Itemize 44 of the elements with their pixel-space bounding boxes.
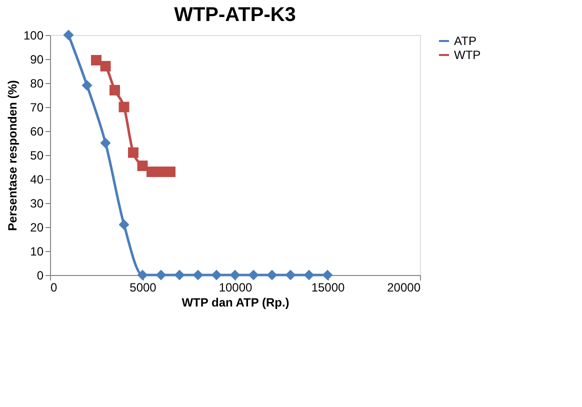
point <box>174 270 185 280</box>
point <box>137 160 148 172</box>
y-tick-label: 100 <box>23 28 44 42</box>
point <box>100 138 111 148</box>
point <box>100 60 111 72</box>
y-axis-title: Persentase responden (%) <box>5 80 20 231</box>
point <box>248 270 259 280</box>
y-tick-label: 70 <box>30 100 44 114</box>
point <box>128 147 138 158</box>
y-tick-label: 40 <box>30 172 44 186</box>
y-tick-label: 80 <box>30 76 44 90</box>
point <box>91 54 102 66</box>
y-tick-label: 60 <box>30 124 44 138</box>
y-tick-label: 90 <box>30 52 44 66</box>
point <box>82 80 92 91</box>
point <box>322 270 333 280</box>
x-tick-label: 10000 <box>218 280 253 294</box>
point <box>118 102 130 112</box>
x-tick-label: 20000 <box>387 280 421 294</box>
legend-label: WTP <box>454 48 481 62</box>
x-tick-label: 5000 <box>130 280 157 294</box>
y-tick-label: 30 <box>30 196 44 210</box>
chart-title: WTP-ATP-K3 <box>174 4 296 26</box>
point <box>304 270 314 280</box>
point <box>192 270 204 280</box>
point <box>146 166 157 178</box>
point <box>156 270 166 280</box>
point <box>230 270 240 280</box>
point <box>211 270 222 280</box>
point <box>110 84 120 96</box>
point <box>63 30 74 40</box>
y-tick-label: 0 <box>36 268 44 282</box>
point <box>266 270 278 280</box>
y-tick-label: 50 <box>30 148 44 162</box>
y-tick-label: 20 <box>30 220 44 234</box>
point <box>165 166 176 178</box>
point <box>285 270 296 280</box>
legend-label: ATP <box>454 34 476 48</box>
x-tick-label: 0 <box>50 280 58 294</box>
y-tick-label: 10 <box>30 244 44 258</box>
x-axis-title: WTP dan ATP (Rp.) <box>182 296 290 310</box>
point <box>137 270 148 280</box>
point <box>118 219 130 230</box>
x-tick-label: 15000 <box>311 280 346 294</box>
